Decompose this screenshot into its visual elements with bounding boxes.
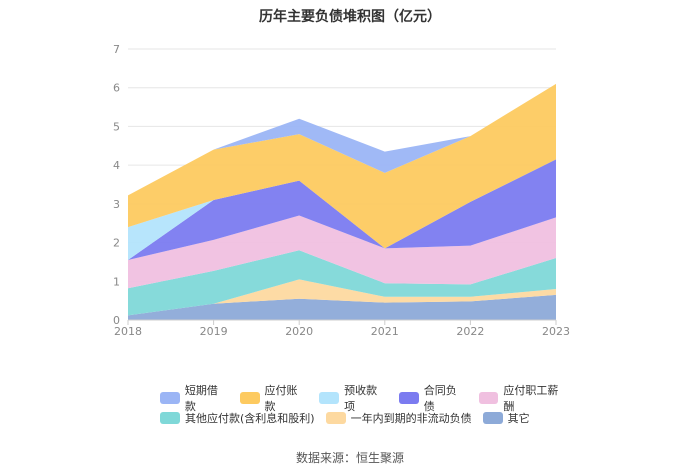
legend-swatch: [239, 392, 260, 404]
legend-row: 短期借款 应付账款 预收款项 合同负债 应付职工薪酬: [160, 384, 580, 413]
legend-label: 其他应付款(含利息和股利): [185, 412, 315, 425]
area-短期借款: [128, 83, 556, 196]
area-series: [128, 83, 556, 320]
y-tick-label: 5: [113, 120, 120, 133]
x-tick-label: 2023: [542, 325, 570, 338]
y-tick-label: 1: [113, 275, 120, 288]
data-source: 数据来源：恒生聚源: [295, 451, 404, 465]
legend-label: 预收款项: [344, 384, 378, 413]
legend-swatch: [325, 412, 346, 424]
legend-item[interactable]: 一年内到期的非流动负债: [325, 410, 472, 426]
axes: 0 1 2 3 4 5 6 7 2018 2019 2020 2021 2022 2023: [113, 43, 570, 338]
area-其它: [128, 294, 556, 320]
area-其他应付款(含利息和股利): [128, 250, 556, 316]
legend-label: 短期借款: [184, 384, 218, 413]
legend-swatch: [319, 392, 340, 404]
y-tick-label: 6: [113, 82, 120, 95]
legend-item[interactable]: 其他应付款(含利息和股利): [160, 410, 315, 426]
legend-swatch: [482, 412, 503, 424]
y-tick-label: 2: [113, 237, 120, 250]
x-tick-label: 2018: [114, 325, 142, 338]
legend-item[interactable]: 预收款项: [319, 382, 388, 414]
legend-swatch: [478, 392, 499, 404]
y-tick-label: 3: [113, 198, 120, 211]
x-tick-label: 2019: [200, 325, 228, 338]
area-应付账款: [128, 83, 556, 249]
legend-item[interactable]: 合同负债: [398, 382, 468, 414]
area-应付职工薪酬: [128, 215, 556, 289]
x-tick-label: 2022: [456, 325, 484, 338]
x-tick-label: 2020: [285, 325, 313, 338]
area-一年内到期的非流动负债: [128, 279, 556, 316]
legend-label: 一年内到期的非流动负债: [350, 412, 472, 425]
legend-label: 应付账款: [264, 384, 298, 413]
legend-label: 其它: [507, 412, 530, 425]
x-tick-label: 2021: [371, 325, 399, 338]
legend-item[interactable]: 其它: [482, 410, 530, 426]
legend-swatch: [398, 392, 419, 404]
legend-item[interactable]: 短期借款: [160, 382, 229, 414]
legend-label: 合同负债: [423, 384, 457, 413]
legend: 短期借款 应付账款 预收款项 合同负债 应付职工薪酬其他应付款(含利息和股利) 一年内到期…: [160, 384, 580, 428]
y-tick-label: 7: [113, 43, 120, 56]
chart-title: 历年主要负债堆积图（亿元）: [259, 9, 441, 25]
legend-item[interactable]: 应付职工薪酬: [478, 382, 570, 414]
legend-swatch: [160, 412, 180, 424]
area-合同负债: [128, 159, 556, 260]
legend-row: 其他应付款(含利息和股利) 一年内到期的非流动负债 其它: [160, 408, 580, 428]
y-tick-label: 0: [113, 314, 120, 327]
legend-label: 应付职工薪酬: [503, 384, 559, 413]
y-tick-label: 4: [113, 159, 120, 172]
legend-swatch: [160, 392, 180, 404]
legend-item[interactable]: 应付账款: [239, 382, 309, 414]
